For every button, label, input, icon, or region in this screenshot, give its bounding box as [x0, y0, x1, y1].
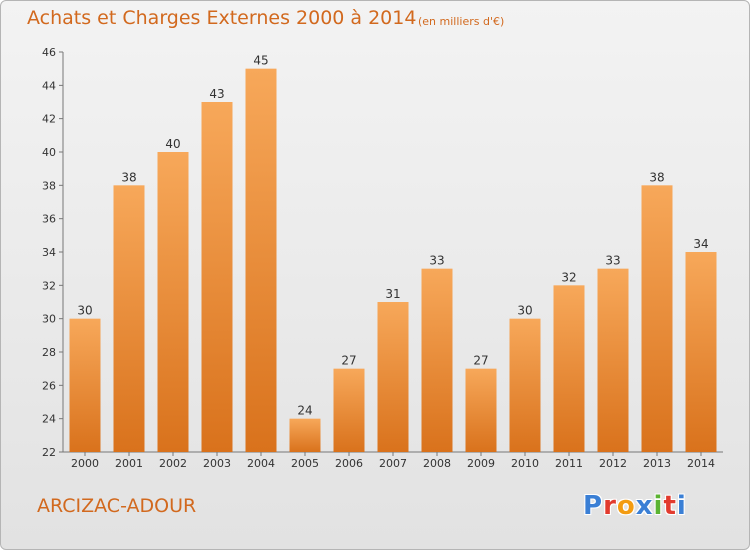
commune-name: ARCIZAC-ADOUR: [37, 495, 197, 517]
y-tick-label: 44: [42, 79, 56, 92]
value-label-2006: 27: [341, 354, 356, 368]
value-label-2009: 27: [473, 354, 488, 368]
y-tick-label: 26: [42, 379, 56, 392]
x-tick-label-2012: 2012: [599, 457, 627, 470]
x-tick-label-2001: 2001: [115, 457, 143, 470]
bar-2007: [377, 302, 409, 452]
bar-2000: [69, 318, 101, 452]
bar-2004: [245, 68, 277, 453]
bar-2006: [333, 368, 365, 452]
y-tick-label: 32: [42, 279, 56, 292]
chart-title: Achats et Charges Externes 2000 à 2014: [27, 7, 417, 29]
value-label-2005: 24: [297, 404, 312, 418]
y-tick-label: 42: [42, 113, 56, 126]
x-tick-label-2008: 2008: [423, 457, 451, 470]
logo-letter: o: [616, 491, 636, 521]
x-tick-label-2013: 2013: [643, 457, 671, 470]
value-label-2002: 40: [165, 137, 180, 151]
bar-2002: [157, 152, 189, 452]
y-tick-label: 22: [42, 446, 56, 459]
bar-2009: [465, 368, 497, 452]
bar-2003: [201, 102, 233, 452]
y-tick-label: 36: [42, 213, 56, 226]
bar-2010: [509, 318, 541, 452]
logo-letter: i: [676, 491, 687, 521]
y-tick-label: 34: [42, 246, 56, 259]
logo-letter: r: [603, 491, 617, 521]
y-tick-label: 38: [42, 179, 56, 192]
bar-2005: [289, 418, 321, 452]
y-tick-label: 24: [42, 413, 56, 426]
bar-2011: [553, 285, 585, 452]
x-tick-label-2009: 2009: [467, 457, 495, 470]
value-label-2013: 38: [649, 170, 664, 184]
y-tick-label: 28: [42, 346, 56, 359]
value-label-2007: 31: [385, 287, 400, 301]
logo-letter: i: [653, 491, 664, 521]
value-label-2000: 30: [77, 304, 92, 318]
logo-letter: P: [583, 491, 604, 521]
proxiti-logo: Proxiti: [583, 491, 687, 521]
x-tick-label-2007: 2007: [379, 457, 407, 470]
x-tick-label-2000: 2000: [71, 457, 99, 470]
value-label-2003: 43: [209, 87, 224, 101]
bar-2012: [597, 268, 629, 452]
value-label-2010: 30: [517, 304, 532, 318]
x-tick-label-2010: 2010: [511, 457, 539, 470]
x-tick-label-2004: 2004: [247, 457, 275, 470]
chart-subtitle: (en milliers d'€): [418, 15, 505, 28]
y-tick-label: 30: [42, 313, 56, 326]
bar-2013: [641, 185, 673, 453]
value-label-2012: 33: [605, 254, 620, 268]
logo-letter: x: [635, 491, 654, 521]
bar-2014: [685, 252, 717, 452]
x-tick-label-2011: 2011: [555, 457, 583, 470]
y-tick-label: 46: [42, 46, 56, 59]
x-tick-label-2003: 2003: [203, 457, 231, 470]
bar-2001: [113, 185, 145, 453]
y-tick-label: 40: [42, 146, 56, 159]
x-tick-label-2002: 2002: [159, 457, 187, 470]
x-tick-label-2014: 2014: [687, 457, 715, 470]
bars: 30 38 40 43 45 24 27 31 33 27 30 32 33 38 34: [69, 54, 717, 453]
value-label-2004: 45: [253, 54, 268, 68]
value-label-2008: 33: [429, 254, 444, 268]
bar-2008: [421, 268, 453, 452]
value-label-2014: 34: [693, 237, 708, 251]
value-label-2011: 32: [561, 270, 576, 284]
value-label-2001: 38: [121, 170, 136, 184]
x-tick-label-2006: 2006: [335, 457, 363, 470]
x-tick-label-2005: 2005: [291, 457, 319, 470]
logo-letter: t: [663, 491, 677, 521]
